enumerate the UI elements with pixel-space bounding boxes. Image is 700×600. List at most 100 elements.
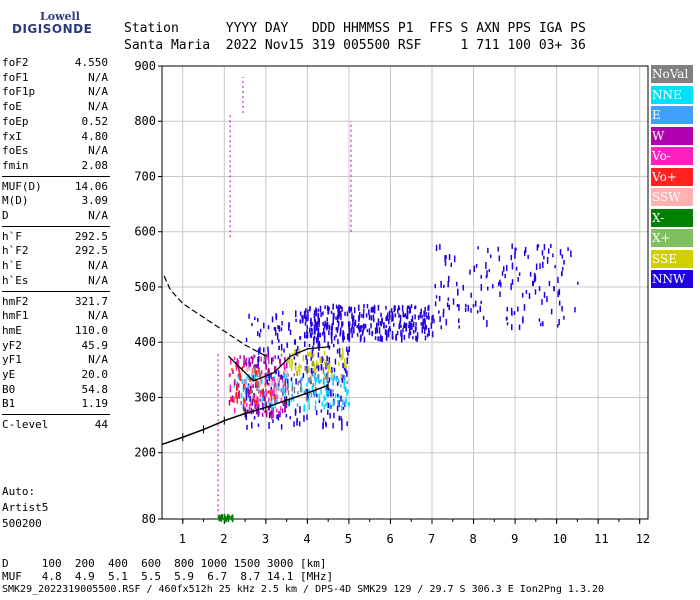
echo-point-nnw bbox=[535, 263, 538, 270]
echo-point-nnw bbox=[371, 308, 373, 313]
echo-point-noval bbox=[311, 353, 314, 359]
echo-point-sse bbox=[302, 354, 305, 362]
echo-point-nnw bbox=[348, 346, 350, 352]
echo-point-w bbox=[274, 355, 277, 359]
echo-point-sse bbox=[313, 362, 316, 367]
echo-point-nnw bbox=[427, 327, 430, 333]
param-row-fof1p: foF1p N/A bbox=[2, 85, 108, 99]
echo-point-nnw bbox=[267, 346, 269, 352]
echo-point-sse bbox=[324, 359, 326, 365]
echo-point-nnw bbox=[353, 327, 355, 334]
echo-point-nnw bbox=[335, 304, 338, 309]
echo-point-w bbox=[263, 360, 265, 364]
echo-point-w bbox=[234, 379, 236, 386]
header-info: Station YYYY DAY DDD HHMMSS P1 FFS S AXN… bbox=[124, 20, 586, 54]
echo-point-nnw bbox=[480, 300, 482, 305]
echo-point-w bbox=[254, 382, 257, 388]
echo-point-nnw bbox=[323, 331, 326, 338]
echo-point-nnw bbox=[380, 323, 382, 327]
echo-point-vo- bbox=[270, 394, 272, 401]
echo-point-nnw bbox=[393, 322, 395, 327]
echo-point-nnw bbox=[268, 407, 270, 411]
echo-point-nnw bbox=[258, 332, 261, 338]
echo-point-w bbox=[245, 357, 248, 361]
echo-point-w bbox=[245, 361, 248, 367]
echo-point-nnw bbox=[311, 322, 313, 327]
echo-point-nne bbox=[251, 373, 253, 379]
echo-point-noval bbox=[251, 389, 254, 394]
echo-point-nnw bbox=[431, 317, 433, 324]
echo-point-nnw bbox=[271, 340, 273, 345]
echo-point-w bbox=[242, 405, 245, 412]
echo-point-w bbox=[237, 391, 240, 398]
echo-point-nnw bbox=[284, 396, 286, 401]
echo-point-w bbox=[247, 390, 250, 398]
echo-point-nnw bbox=[392, 314, 394, 322]
echo-point-nne bbox=[338, 394, 340, 399]
echo-point-sse bbox=[324, 375, 326, 380]
echo-point-nnw bbox=[385, 305, 387, 310]
echo-point-nnw bbox=[296, 420, 298, 426]
echo-point-e bbox=[340, 384, 342, 388]
echo-point-sse bbox=[297, 366, 300, 372]
echo-point-nnw bbox=[438, 295, 441, 302]
echo-point-w bbox=[281, 408, 284, 414]
param-label: yE bbox=[2, 368, 16, 381]
echo-point-nnw bbox=[268, 422, 270, 429]
x-tick-label: 5 bbox=[345, 532, 352, 546]
echo-point-e bbox=[291, 393, 294, 400]
echo-point-nnw bbox=[446, 302, 449, 308]
footer-distance-row: D 100 200 400 600 800 1000 1500 3000 [km… bbox=[2, 557, 327, 570]
param-label: B1 bbox=[2, 397, 16, 411]
echo-point-nnw bbox=[425, 311, 427, 318]
echo-point-nnw bbox=[276, 414, 278, 419]
echo-point-nne bbox=[325, 389, 328, 397]
echo-point-nne bbox=[300, 387, 303, 393]
param-value: 1.19 bbox=[81, 397, 109, 411]
echo-point-nne bbox=[290, 397, 293, 402]
param-row-foe: foE N/A bbox=[2, 100, 108, 114]
echo-point-nnw bbox=[335, 316, 337, 320]
echo-point-nnw bbox=[505, 264, 508, 272]
echo-point-nne bbox=[315, 377, 318, 383]
echo-point-nnw bbox=[322, 422, 324, 430]
echo-point-nnw bbox=[259, 328, 262, 333]
echo-point-vo- bbox=[272, 377, 275, 381]
echo-point-nnw bbox=[339, 305, 342, 309]
header-line-1: Station YYYY DAY DDD HHMMSS P1 FFS S AXN… bbox=[124, 21, 586, 36]
echo-point-nnw bbox=[546, 296, 548, 303]
echo-point-nnw bbox=[323, 327, 325, 333]
echo-point-nnw bbox=[559, 249, 562, 256]
echo-point-nne bbox=[323, 373, 326, 377]
echo-point-nnw bbox=[539, 263, 541, 270]
echo-point-noval bbox=[286, 384, 289, 391]
echo-point-sse bbox=[310, 373, 313, 381]
echo-point-vo- bbox=[254, 369, 257, 377]
echo-point-nnw bbox=[417, 315, 420, 320]
echo-point-nnw bbox=[401, 332, 403, 339]
echo-point-nnw bbox=[517, 306, 519, 312]
echo-point-nnw bbox=[339, 327, 342, 334]
echo-point-nnw bbox=[257, 362, 259, 369]
x-tick-label: 9 bbox=[511, 532, 518, 546]
echo-point-noval bbox=[263, 353, 266, 361]
param-value: 54.8 bbox=[81, 382, 109, 396]
x-tick-label: 12 bbox=[636, 532, 650, 546]
echo-point-nnw bbox=[335, 334, 337, 338]
echo-point-nnw bbox=[485, 262, 487, 269]
echo-point-w bbox=[238, 367, 240, 372]
echo-point-nnw bbox=[358, 311, 361, 318]
echo-point-e bbox=[318, 380, 321, 384]
echo-point-nnw bbox=[408, 322, 411, 327]
echo-point-e bbox=[332, 389, 334, 393]
echo-point-nnw bbox=[439, 243, 441, 250]
echo-point-nnw bbox=[435, 244, 438, 251]
echo-point-ssw bbox=[252, 368, 254, 376]
echo-point-nnw bbox=[412, 329, 415, 334]
echo-point-e bbox=[332, 378, 334, 386]
echo-point-nnw bbox=[405, 324, 407, 331]
echo-point-sse bbox=[308, 366, 310, 373]
echo-point-nnw bbox=[445, 318, 448, 326]
echo-point-nnw bbox=[338, 312, 340, 320]
echo-point-w bbox=[256, 397, 259, 401]
